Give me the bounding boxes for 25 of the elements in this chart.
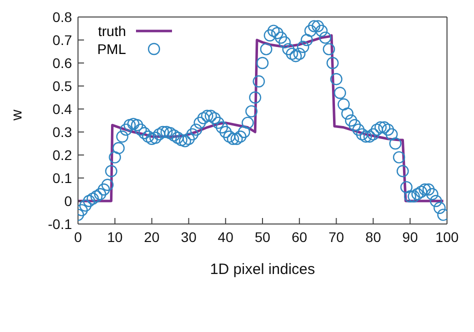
y-tick-label: 0.4 [52, 100, 72, 117]
x-tick-label: 100 [435, 228, 459, 245]
y-tick-label: 0.6 [52, 54, 72, 71]
legend-label: truth [96, 23, 126, 39]
x-tick-label: 20 [144, 228, 160, 245]
x-tick-label: 60 [292, 228, 308, 245]
x-tick-label: 70 [328, 228, 344, 245]
x-tick-label: 40 [218, 228, 234, 245]
x-tick-label: 10 [107, 228, 123, 245]
x-tick-label: 90 [402, 228, 418, 245]
y-tick-label: 0.2 [52, 146, 72, 163]
x-tick-label: 80 [365, 228, 382, 245]
y-tick-label: 0.1 [52, 170, 72, 186]
x-tick-label: 0 [74, 228, 82, 245]
y-tick-label: 0 [64, 192, 72, 209]
y-tick-label: 0.7 [52, 32, 72, 48]
y-tick-label: 0.3 [52, 124, 72, 140]
y-tick-label: 0.8 [52, 8, 72, 25]
legend-label: PML [96, 41, 126, 57]
y-axis-title: w [8, 110, 26, 122]
x-tick-label: 30 [180, 228, 197, 245]
x-tick-label: 50 [254, 228, 270, 245]
y-tick-label: 0.5 [52, 78, 72, 94]
y-tick-label: -0.1 [48, 216, 72, 232]
x-axis-title: 1D pixel indices [210, 261, 316, 278]
